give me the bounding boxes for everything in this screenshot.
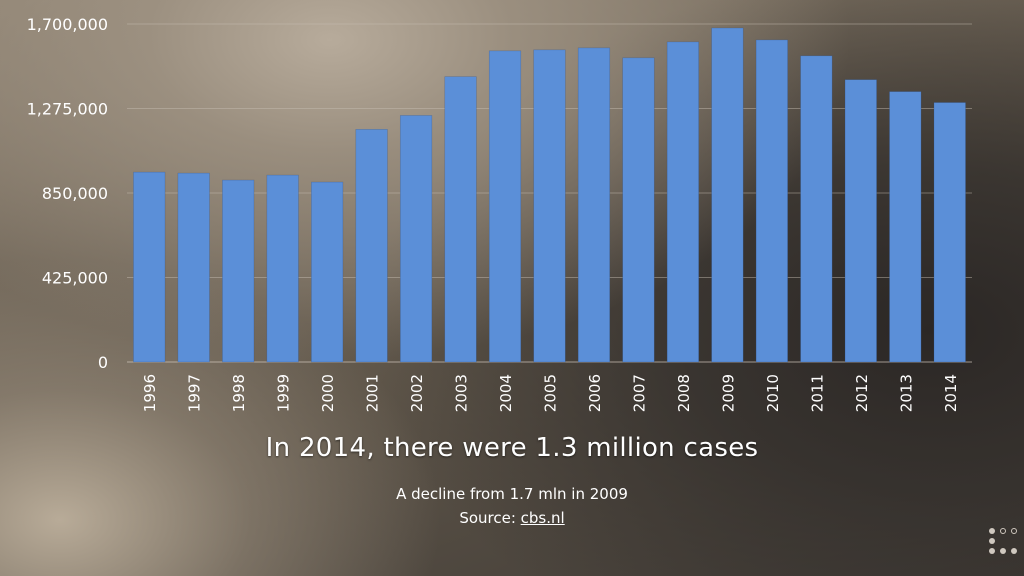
x-tick-label: 2002 [408, 374, 426, 412]
x-tick-label: 1997 [186, 374, 204, 412]
x-tick-label: 1998 [230, 374, 248, 412]
bar [222, 179, 255, 363]
x-tick-label: 2003 [453, 374, 471, 412]
bar [800, 55, 833, 363]
bar [844, 79, 877, 363]
y-tick-label: 1,700,000 [27, 15, 108, 34]
bar [933, 102, 966, 363]
x-tick-label: 2000 [319, 374, 337, 412]
x-tick-label: 2001 [364, 374, 382, 412]
x-tick-label: 1996 [141, 374, 159, 412]
y-tick-label: 425,000 [42, 269, 108, 288]
y-tick-label: 0 [98, 353, 108, 372]
bar [622, 57, 655, 363]
slide-navigator-dots-icon[interactable] [989, 528, 1019, 556]
source-prefix: Source: [459, 509, 521, 527]
x-tick-label: 2004 [497, 374, 515, 412]
bar [711, 27, 744, 363]
y-tick-label: 1,275,000 [27, 100, 108, 119]
x-tick-label: 2012 [853, 374, 871, 412]
bar [666, 41, 700, 363]
bar [444, 76, 477, 363]
source-line: Source: cbs.nl [0, 509, 1024, 527]
y-tick-label: 850,000 [42, 184, 108, 203]
y-axis-tick-labels: 0 425,000 850,000 1,275,000 1,700,000 [27, 15, 108, 372]
bar [577, 47, 611, 363]
bar [889, 91, 922, 363]
x-axis-tick-labels: 1996 1997 1998 1999 2000 2001 2002 2003 2004 2005… [141, 374, 960, 412]
x-tick-label: 2013 [897, 374, 915, 412]
bar [355, 129, 388, 363]
x-tick-label: 2005 [542, 374, 560, 412]
x-tick-label: 2011 [808, 374, 826, 412]
bar [266, 174, 299, 363]
bars [133, 27, 966, 363]
source-link[interactable]: cbs.nl [520, 509, 565, 527]
bar [755, 39, 788, 363]
x-tick-label: 2008 [675, 374, 693, 412]
bar [133, 171, 166, 363]
x-tick-label: 2014 [942, 374, 960, 412]
bar [533, 49, 566, 363]
chart-subtitle: A decline from 1.7 mln in 2009 [396, 485, 628, 503]
chart-title: In 2014, there were 1.3 million cases [265, 433, 759, 463]
bar [488, 50, 522, 363]
x-tick-label: 1999 [275, 374, 293, 412]
bar [177, 172, 210, 363]
bar [311, 181, 344, 363]
x-tick-label: 2010 [764, 374, 782, 412]
bar [399, 115, 433, 363]
x-tick-label: 2007 [630, 374, 648, 412]
x-tick-label: 2009 [719, 374, 737, 412]
x-tick-label: 2006 [586, 374, 604, 412]
